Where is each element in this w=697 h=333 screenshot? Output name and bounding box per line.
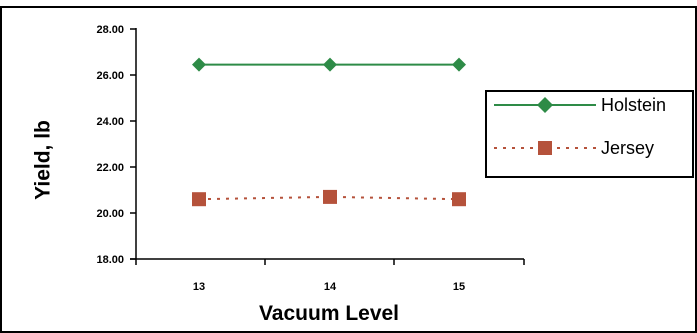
y-tick-label: 28.00 [96,24,124,36]
x-tick-label: 15 [453,281,465,293]
data-point-jersey [192,192,206,207]
legend-label-jersey: Jersey [601,138,654,158]
x-tick-label: 13 [193,281,205,293]
legend-items: Holstein Jersey [494,95,666,158]
data-point-holstein [192,57,206,72]
data-point-jersey [452,192,466,207]
legend-marker-jersey [538,141,552,155]
y-axis-title: Yield, lb [32,120,55,200]
plot-area: 18.00 20.00 22.00 24.00 26.00 28.00 13 14 15 [96,24,525,293]
y-tick-label: 24.00 [96,116,124,128]
series-line-jersey [198,195,460,201]
y-tick-label: 20.00 [96,208,124,220]
legend: Holstein Jersey [485,90,694,178]
y-tick-label: 22.00 [96,162,124,174]
x-axis-title: Vacuum Level [259,302,399,325]
data-point-holstein [323,57,337,72]
y-tick-label: 26.00 [96,70,124,82]
y-tick-label: 18.00 [96,254,124,266]
x-tick-label: 14 [324,281,337,293]
legend-label-holstein: Holstein [601,95,666,115]
legend-marker-holstein [537,97,553,113]
data-point-jersey [323,189,337,204]
data-point-holstein [452,57,466,72]
